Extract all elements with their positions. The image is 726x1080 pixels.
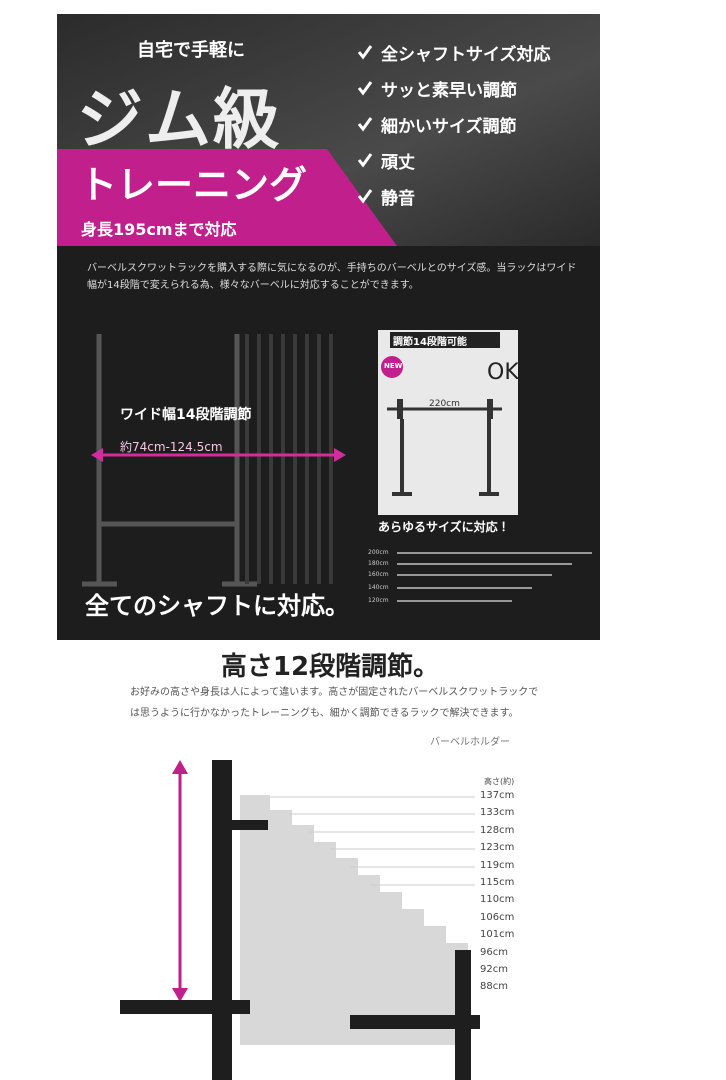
height-label: 123cm [480, 842, 515, 854]
height-label: 88cm [480, 981, 508, 993]
note: 身長195cmまで対応 [81, 220, 237, 239]
badge: NEW [384, 362, 403, 370]
height-label: 101cm [480, 929, 515, 941]
height-label: 137cm [480, 790, 515, 801]
subheadline: トレーニング [79, 163, 308, 207]
inset-header: 調節14段階可能 [393, 337, 467, 348]
height-label: 92cm [480, 964, 508, 975]
lead: 自宅で手軽に [137, 40, 245, 61]
bar-length: 120cm [368, 597, 389, 604]
feature-text: 全シャフトサイズ対応 [381, 44, 551, 65]
feature-text: 細かいサイズ調節 [381, 116, 517, 137]
check-icon [357, 45, 373, 60]
description: バーベルスクワットラックを購入する際に気になるのが、手持ちのバーベルとのサイズ感… [87, 263, 577, 291]
width-footer: 全てのシャフトに対応。 [85, 592, 349, 620]
bar-length: 140cm [368, 584, 389, 591]
check-icon [357, 189, 373, 204]
feature: サッと素早い調節 [357, 70, 551, 106]
height-label: 115cm [480, 877, 515, 888]
feature-list: 全シャフトサイズ対応 サッと素早い調節 細かいサイズ調節 頑丈静音 [357, 34, 551, 214]
height-label: 110cm [480, 894, 515, 906]
check-icon [357, 153, 373, 168]
feature: 細かいサイズ調節 [357, 106, 551, 142]
feature: 静音 [357, 178, 551, 214]
feature-text: 頑丈 [381, 152, 415, 173]
check-icon [357, 81, 373, 96]
ok-label: OK [487, 360, 519, 385]
feature: 全シャフトサイズ対応 [357, 34, 551, 70]
width-range: 約74cm-124.5cm [120, 440, 223, 454]
height-label: 96cm [480, 946, 508, 958]
holder-label: バーベルホルダー [430, 737, 510, 748]
panel-art [57, 14, 600, 602]
height-art [120, 760, 480, 1080]
width-title: ワイド幅14段階調節 [120, 407, 252, 423]
feature-text: サッと素早い調節 [381, 80, 517, 101]
dark-panel: 自宅で手軽に ジム級 トレーニング 身長195cmまで対応 全シャフトサイズ対応… [57, 14, 600, 640]
feature: 頑丈 [357, 142, 551, 178]
check-icon [357, 117, 373, 132]
length-label: 220cm [429, 399, 460, 409]
height-title: 高さ12段階調節。 [220, 652, 440, 682]
bar-length: 180cm [368, 560, 389, 567]
inset-caption: あらゆるサイズに対応！ [378, 520, 510, 534]
bar-length: 160cm [368, 571, 389, 578]
height-label: 133cm [480, 807, 515, 819]
height-label: 119cm [480, 859, 515, 871]
height-label: 106cm [480, 911, 515, 923]
bar-length: 200cm [368, 549, 389, 556]
headline: ジム級 [77, 81, 281, 158]
height-description: お好みの高さや身長は人によって違います。高さが固定されたバーベルスクワットラック… [130, 687, 539, 719]
feature-text: 静音 [381, 188, 415, 209]
height-label: 128cm [480, 824, 515, 836]
height-header: 高さ(約) [484, 777, 515, 786]
